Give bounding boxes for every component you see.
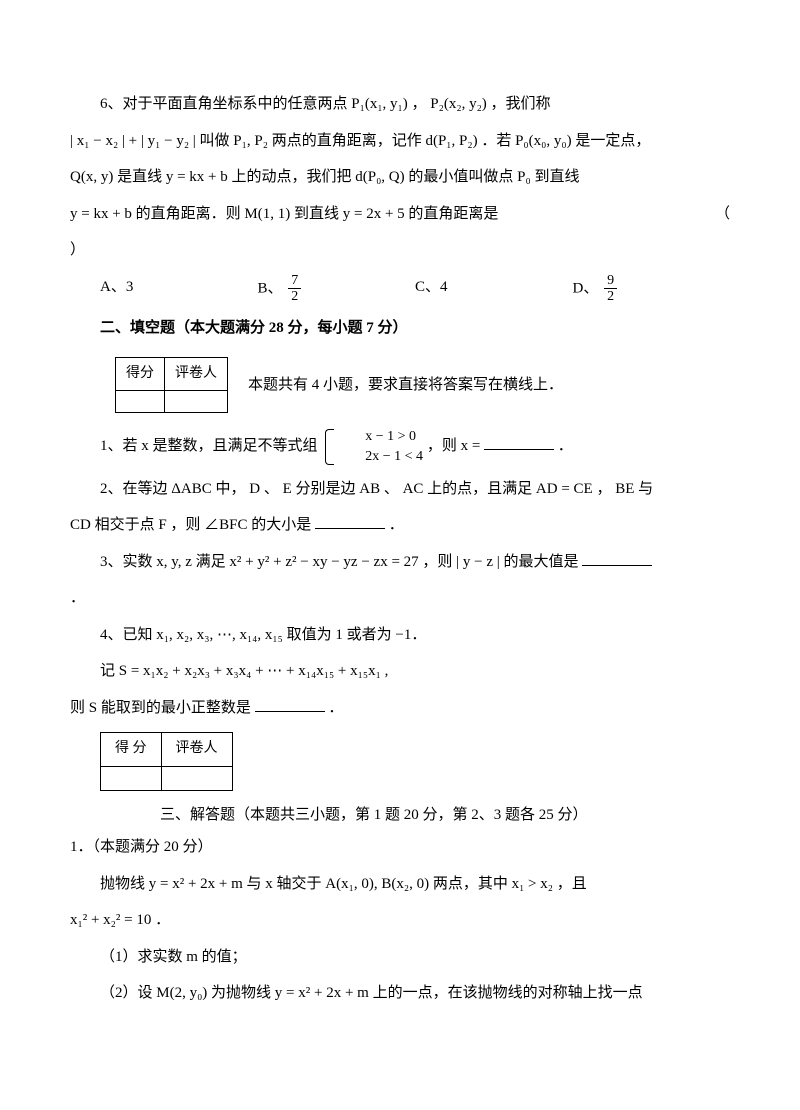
score-header-2: 评卷人 [165, 357, 228, 391]
s2-q2-text-b: CD 相交于点 F ，则 ∠BFC 的大小是 [70, 517, 311, 533]
s2-q1-text-b: ，则 x = [427, 438, 484, 454]
q6-opt-a: A、3 [100, 273, 258, 305]
score-header-1: 得 分 [101, 733, 162, 767]
section3-score-table: 得 分 评卷人 [100, 732, 233, 791]
frac-num: 9 [604, 273, 617, 289]
q6-opt-d-label: D、 [573, 280, 599, 296]
score-cell-2 [165, 391, 228, 413]
q6-line4: y = kx + b 的直角距离．则 M(1, 1) 到直线 y = 2x + … [70, 200, 730, 229]
section2-score-row: 得分 评卷人 本题共有 4 小题，要求直接将答案写在横线上． [70, 351, 730, 420]
section2-note: 本题共有 4 小题，要求直接将答案写在横线上． [248, 371, 563, 400]
score-cell-2 [161, 766, 232, 790]
q6-line3: Q(x, y) 是直线 y = kx + b 上的动点，我们把 d(P₀, Q)… [70, 163, 730, 192]
q6-line4-text: y = kx + b 的直角距离．则 M(1, 1) 到直线 y = 2x + … [70, 206, 498, 222]
s2-q1-text-a: 1、若 x 是整数，且满足不等式组 [100, 438, 321, 454]
q6-opt-b-frac: 7 2 [288, 273, 301, 305]
section3-title: 三、解答题（本题共三小题，第 1 题 20 分，第 2、3 题各 25 分） [70, 801, 730, 830]
frac-den: 2 [288, 289, 301, 304]
sys-line2: 2x − 1 < 4 [335, 447, 423, 467]
q6-opt-d: D、 9 2 [573, 273, 731, 305]
s2-q2-line2: CD 相交于点 F ，则 ∠BFC 的大小是 ． [70, 511, 730, 540]
q6-opt-b: B、 7 2 [258, 273, 416, 305]
q6-opt-c: C、4 [415, 273, 573, 305]
q6-opt-d-frac: 9 2 [604, 273, 617, 305]
s2-q1-text-c: ． [558, 438, 573, 454]
blank-1 [484, 435, 554, 450]
score-cell-1 [101, 766, 162, 790]
s3-q1-c: （1）求实数 m 的值； [70, 943, 730, 972]
frac-num: 7 [288, 273, 301, 289]
q6-options: A、3 B、 7 2 C、4 D、 9 2 [100, 273, 730, 305]
s3-q1-a: 抛物线 y = x² + 2x + m 与 x 轴交于 A(x₁, 0), B(… [70, 870, 730, 899]
s2-q4-line2: 记 S = x₁x₂ + x₂x₃ + x₃x₄ + ⋯ + x₁₄x₁₅ + … [70, 657, 730, 686]
s3-q1-d: （2）设 M(2, y₀) 为抛物线 y = x² + 2x + m 上的一点，… [70, 979, 730, 1008]
sys-line1: x − 1 > 0 [335, 427, 423, 447]
s2-q4-line1: 4、已知 x₁, x₂, x₃, ⋯, x₁₄, x₁₅ 取值为 1 或者为 −… [70, 621, 730, 650]
s2-q3-period: ． [70, 584, 730, 613]
inequality-system: x − 1 > 0 2x − 1 < 4 [321, 427, 423, 466]
s3-q1-head: 1．（本题满分 20 分） [70, 833, 730, 862]
s2-q4-line3: 则 S 能取到的最小正整数是 ． [70, 694, 730, 723]
section2-score-table: 得分 评卷人 [115, 357, 228, 414]
blank-3 [582, 551, 652, 566]
s3-q1-b: x₁² + x₂² = 10 ． [70, 906, 730, 935]
q6-line5: ） [70, 236, 730, 265]
s2-q2-text-c: ． [389, 517, 404, 533]
q6-line2: | x₁ − x₂ | + | y₁ − y₂ | 叫做 P₁, P₂ 两点的直… [70, 127, 730, 156]
score-header-2: 评卷人 [161, 733, 232, 767]
s2-q4-text-d: ． [328, 700, 343, 716]
s2-q3: 3、实数 x, y, z 满足 x² + y² + z² − xy − yz −… [70, 548, 730, 577]
q6-line1: 6、对于平面直角坐标系中的任意两点 P₁(x₁, y₁) ， P₂(x₂, y₂… [70, 90, 730, 119]
s2-q1: 1、若 x 是整数，且满足不等式组 x − 1 > 0 2x − 1 < 4 ，… [70, 427, 730, 466]
s2-q3-text-a: 3、实数 x, y, z 满足 x² + y² + z² − xy − yz −… [100, 554, 579, 570]
s2-q2-line1: 2、在等边 ΔABC 中， D 、 E 分别是边 AB 、 AC 上的点，且满足… [70, 475, 730, 504]
blank-2 [315, 514, 385, 529]
s2-q4-text-c: 则 S 能取到的最小正整数是 [70, 700, 251, 716]
score-cell-1 [116, 391, 165, 413]
blank-4 [255, 697, 325, 712]
section2-title: 二、填空题（本大题满分 28 分，每小题 7 分） [70, 314, 730, 343]
score-header-1: 得分 [116, 357, 165, 391]
q6-open-paren: （ [715, 200, 730, 229]
frac-den: 2 [604, 289, 617, 304]
q6-opt-b-label: B、 [258, 280, 283, 296]
